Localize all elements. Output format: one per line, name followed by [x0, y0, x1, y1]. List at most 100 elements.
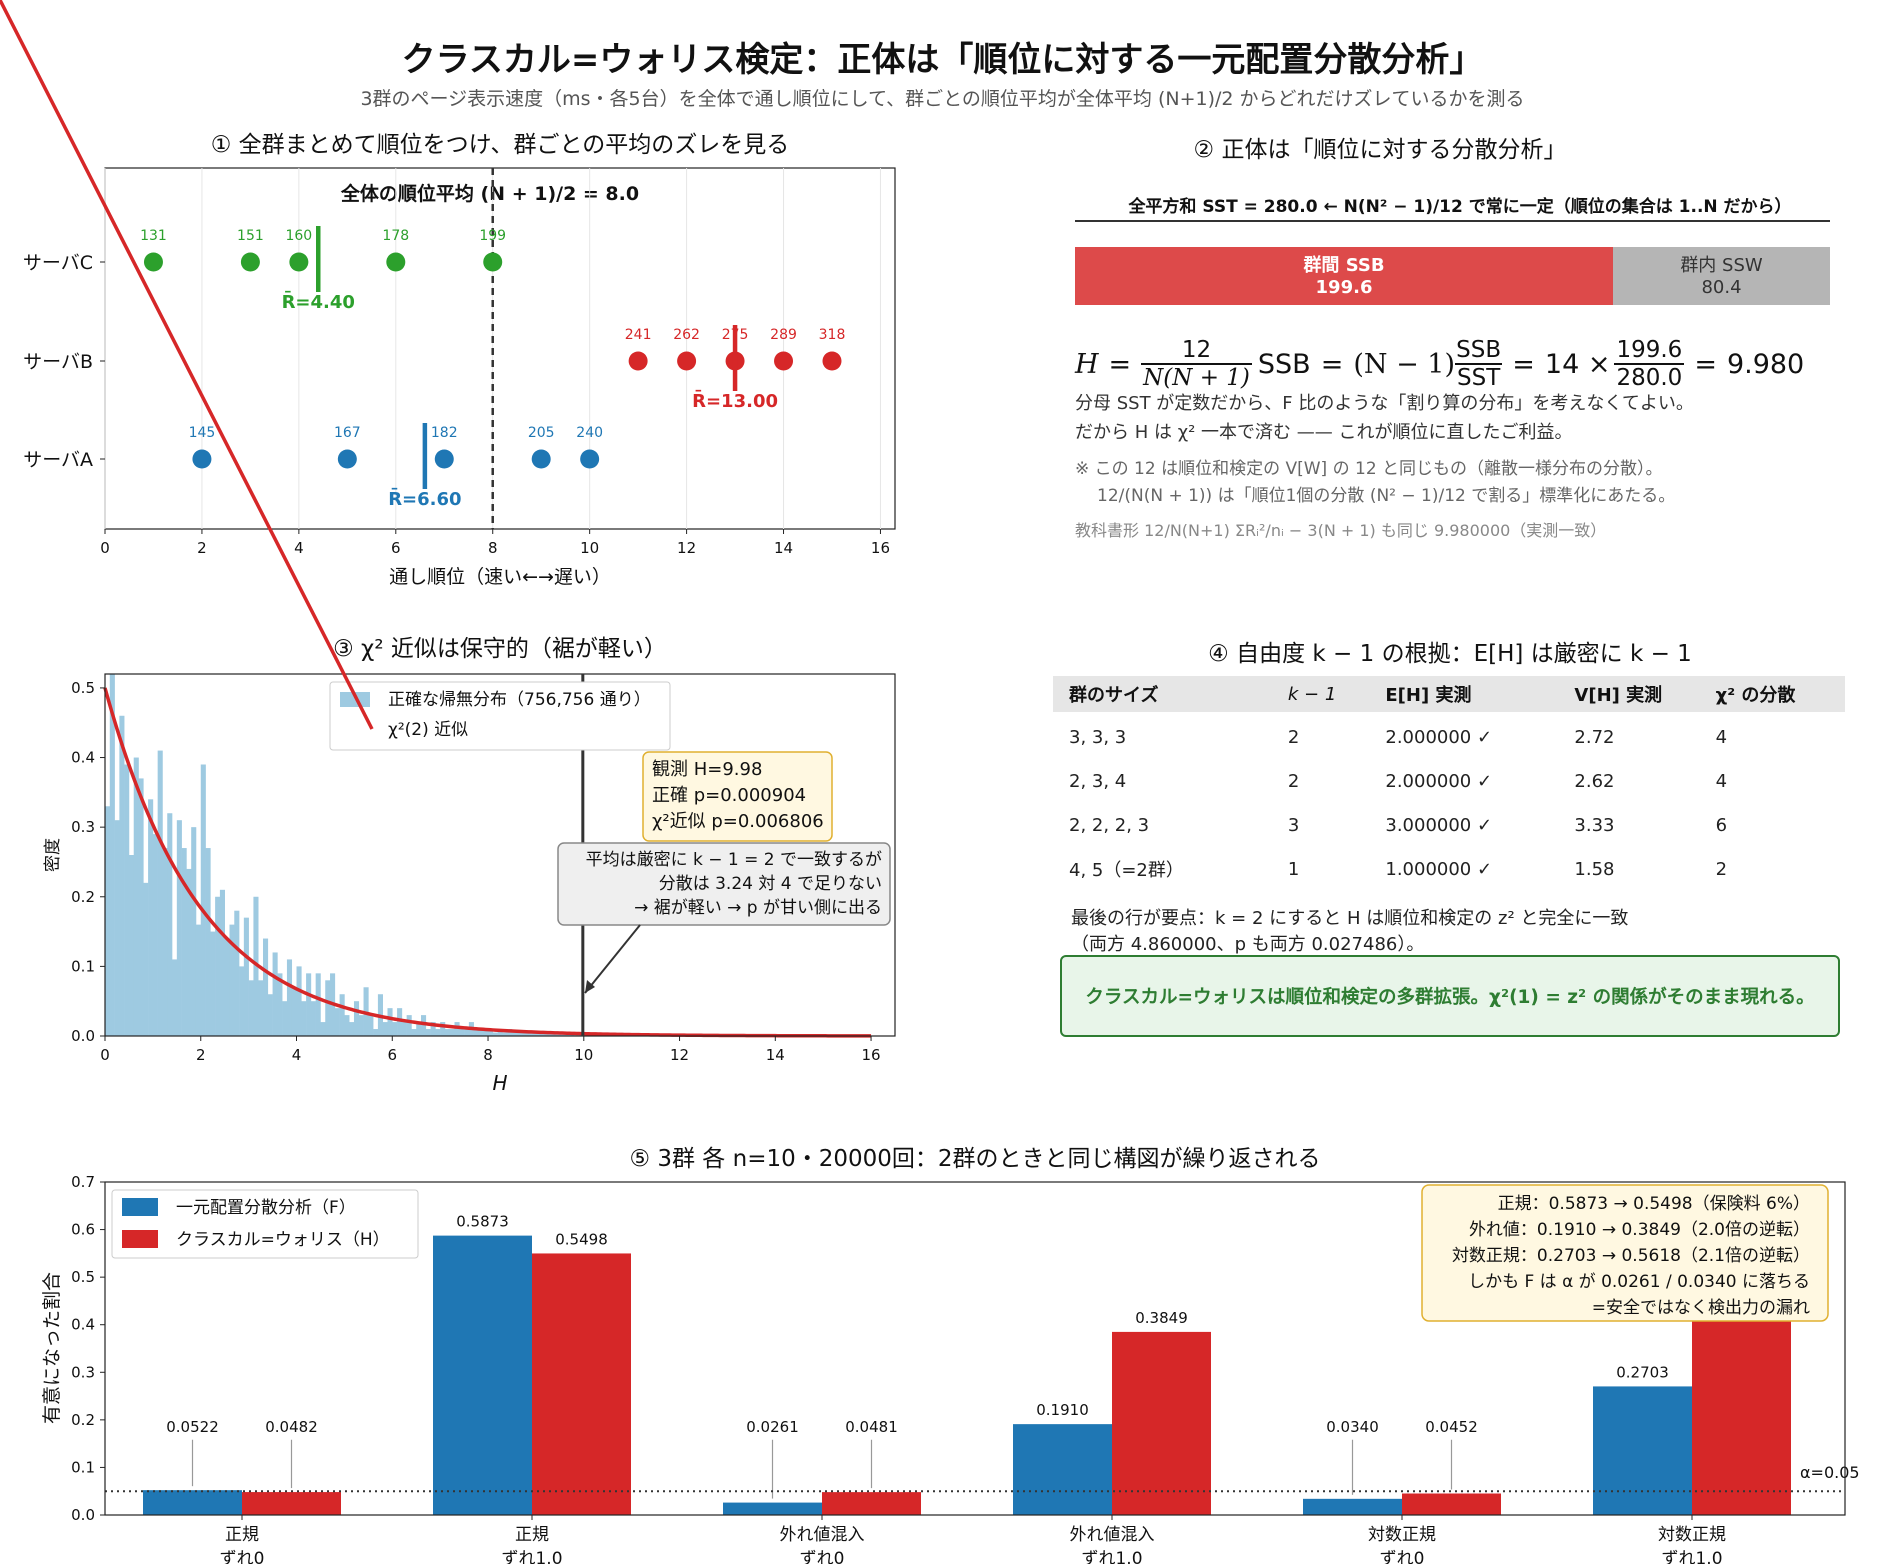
- x-tick-label: 4: [292, 1046, 302, 1064]
- sst-rule: [1075, 220, 1830, 222]
- table-cell: 6: [1715, 814, 1728, 836]
- histogram-bar: [291, 987, 297, 1036]
- panel5-note-line-2: 外れ値：0.1910 → 0.3849（2.0倍の逆転）: [1469, 1220, 1810, 1240]
- sst-label: 全平方和 SST = 280.0 ← N(N² − 1)/12 で常に一定（順位…: [1128, 197, 1792, 217]
- x-tick-label: 6: [387, 1046, 397, 1064]
- histogram-bar: [191, 827, 197, 1036]
- formula-num-12: 12: [1181, 337, 1212, 363]
- panel3-plot-frame: [104, 673, 896, 1037]
- annotation-arrow: [584, 924, 641, 994]
- histogram-bar: [349, 1022, 355, 1036]
- histogram-bar: [306, 973, 312, 1036]
- table-cell: 2.62: [1574, 770, 1615, 792]
- x-tick-label: 4: [294, 539, 304, 557]
- table-cell: 2: [1715, 858, 1728, 880]
- kw-test-bar: [1692, 1247, 1791, 1515]
- x-tick-label: 正規: [225, 1525, 259, 1545]
- formula-mult: 14 ×: [1544, 348, 1611, 380]
- histogram-bar: [421, 1015, 427, 1036]
- x-tick-label: 外れ値混入: [1070, 1525, 1155, 1545]
- histogram-bar: [564, 1034, 570, 1036]
- rank-value-label: 131: [140, 228, 167, 244]
- histogram-bar: [205, 848, 211, 1036]
- rank-point: [677, 351, 697, 371]
- histogram-bar: [157, 750, 163, 1036]
- histogram-bar: [521, 1032, 527, 1036]
- rank-value-label: 167: [334, 425, 361, 441]
- y-tick-label: 0.4: [71, 749, 95, 767]
- panel5-note-box: [1421, 1184, 1829, 1322]
- x-tick-label: 0: [100, 539, 110, 557]
- page-title: クラスカル=ウォリス検定：正体は「順位に対する一元配置分散分析」: [401, 40, 1484, 80]
- x-tick-label: 6: [391, 539, 401, 557]
- table-row: 3, 3, 3 2 2.000000 ✓ 2.72 4: [1053, 715, 1845, 759]
- f-test-bar: [1013, 1424, 1112, 1515]
- histogram-bar: [377, 994, 383, 1036]
- x-tick-label: 14: [774, 539, 793, 557]
- histogram-bar: [162, 848, 168, 1036]
- x-tick-label: 8: [483, 1046, 493, 1064]
- histogram-bar: [574, 1035, 580, 1036]
- histogram-bar: [114, 820, 120, 1036]
- bar-value-label: 0.5498: [555, 1230, 608, 1248]
- histogram-bar: [195, 924, 202, 1036]
- y-tick-label: 0.5: [71, 679, 95, 697]
- histogram-bar: [248, 980, 254, 1036]
- y-tick-label: 0.1: [71, 1458, 95, 1476]
- rank-point: [337, 449, 357, 469]
- bar-value-label: 0.0522: [166, 1418, 219, 1436]
- pvalue-box: [642, 751, 833, 842]
- x-tick-label: 16: [862, 1046, 881, 1064]
- ssw-bar: 群内 SSW 80.4: [1613, 247, 1830, 305]
- panel1-x-axis-label: 通し順位（速い←→遅い）: [389, 566, 611, 588]
- panel2-note1: ※ この 12 は順位和検定の V[W] の 12 と同じもの（離散一様分布の分…: [1075, 459, 1663, 479]
- histogram-bar: [224, 938, 230, 1036]
- panel4-title: ④ 自由度 k − 1 の根拠：E[H] は厳密に k − 1: [1208, 641, 1692, 667]
- table-cell: 2.72: [1574, 726, 1615, 748]
- panel5-note-line-3: 対数正規：0.2703 → 0.5618（2.1倍の逆転）: [1452, 1246, 1810, 1266]
- formula-val-num: 199.6: [1616, 337, 1683, 363]
- table-cell: 3: [1287, 814, 1300, 836]
- histogram-bar: [411, 1029, 417, 1036]
- rank-value-label: 241: [625, 327, 652, 343]
- histogram-bar: [540, 1033, 546, 1036]
- table-row: 2, 2, 2, 3 3 3.000000 ✓ 3.33 6: [1053, 803, 1845, 847]
- histogram-bar: [181, 848, 187, 1036]
- bar-value-label: 0.3849: [1135, 1309, 1188, 1327]
- histogram-bar: [545, 1033, 551, 1036]
- x-tick-label: 対数正規: [1368, 1525, 1436, 1545]
- histogram-bar: [344, 1015, 350, 1036]
- annotation-arrowhead: [585, 980, 595, 993]
- panel2-line1: 分母 SST が定数だから、F 比のような「割り算の分布」を考えなくてよい。: [1075, 393, 1694, 414]
- histogram-bar: [382, 1022, 388, 1036]
- y-tick-label: 0.4: [71, 1316, 95, 1334]
- table-cell: 4, 5（=2群）: [1069, 860, 1184, 881]
- page-subtitle: 3群のページ表示速度（ms・各5台）を全体で通し順位にして、群ごとの順位平均が全…: [360, 88, 1525, 110]
- x-tick-label: 外れ値混入: [780, 1525, 865, 1545]
- table-cell: 2, 3, 4: [1069, 770, 1127, 792]
- panel3-legend: [329, 681, 671, 751]
- rank-value-label: 205: [528, 425, 555, 441]
- histogram-bar: [330, 973, 336, 1036]
- histogram-bar: [320, 1022, 326, 1036]
- f-test-bar: [723, 1502, 822, 1515]
- f-test-bar: [143, 1490, 242, 1515]
- kw-test-bar: [532, 1253, 631, 1515]
- table-cell: 3.33: [1574, 814, 1615, 836]
- rank-value-label: 145: [189, 425, 216, 441]
- ssb-label: 群間 SSB: [1303, 255, 1385, 276]
- histogram-bar: [133, 757, 139, 1036]
- bar-value-label: 0.1910: [1036, 1401, 1089, 1419]
- legend-h-swatch: [122, 1230, 158, 1248]
- panel2-note2: 12/(N(N + 1)) は「順位1個の分散 (N² − 1)/12 で割る」…: [1097, 486, 1676, 506]
- histogram-bar: [401, 1022, 407, 1036]
- panel5-plot-frame: [104, 1181, 1846, 1516]
- table-cell: 2: [1287, 726, 1300, 748]
- histogram-bar: [267, 994, 273, 1036]
- panel2-line2: だから H は χ² 一本で済む —— これが順位に直したご利益。: [1075, 422, 1573, 443]
- histogram-bar: [210, 931, 216, 1036]
- formula-n1: (N − 1): [1353, 348, 1456, 380]
- kw-test-bar: [1112, 1331, 1211, 1515]
- x-tick-label: 2: [196, 1046, 206, 1064]
- y-tick-label: 0.0: [71, 1506, 95, 1524]
